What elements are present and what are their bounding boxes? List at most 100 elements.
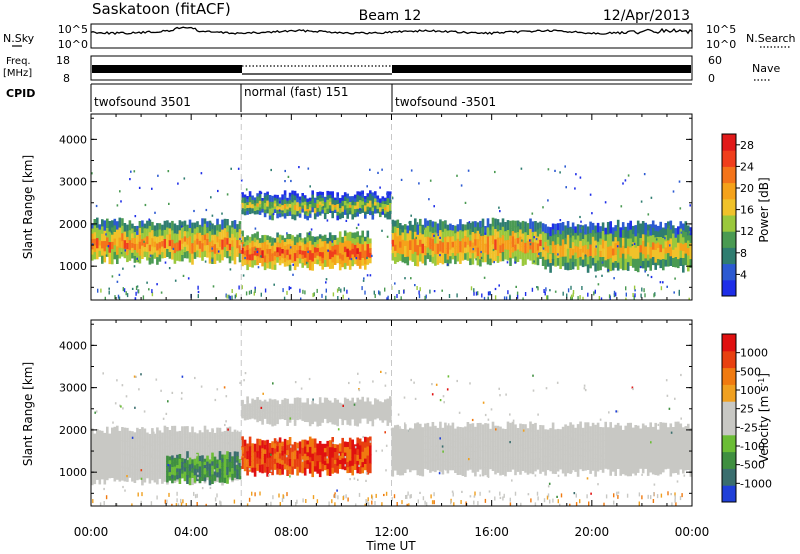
- echo-cell: [328, 198, 332, 203]
- echo-cell: [662, 447, 665, 457]
- echo-speckle: [643, 173, 646, 176]
- echo-cell: [298, 410, 302, 416]
- echo-cell: [171, 220, 174, 232]
- echo-cell: [619, 237, 622, 249]
- echo-cell: [278, 197, 282, 202]
- echo-cell: [281, 199, 284, 206]
- echo-cell: [313, 466, 317, 472]
- echo-cell: [674, 228, 678, 239]
- echo-cell: [601, 440, 605, 448]
- echo-cell: [358, 191, 362, 197]
- echo-speckle: [670, 431, 673, 434]
- echo-cell: [406, 457, 410, 464]
- echo-cell: [318, 401, 322, 406]
- echo-speckle: [640, 200, 643, 203]
- echo-cell: [441, 231, 445, 244]
- echo-cell: [183, 231, 187, 238]
- echo-cell: [506, 449, 510, 458]
- echo-cell: [248, 411, 252, 415]
- echo-cell: [394, 438, 397, 446]
- echo-cell: [594, 439, 597, 448]
- echo-speckle: [670, 493, 672, 496]
- echo-cell: [491, 460, 495, 471]
- echo-cell: [306, 252, 309, 259]
- echo-cell: [506, 435, 510, 444]
- echo-cell: [256, 406, 259, 413]
- echo-cell: [178, 463, 182, 470]
- echo-cell: [331, 204, 334, 212]
- echo-cell: [121, 466, 124, 481]
- echo-cell: [631, 466, 635, 474]
- echo-speckle: [408, 221, 410, 224]
- echo-cell: [669, 247, 673, 258]
- echo-cell: [634, 453, 637, 462]
- echo-cell: [626, 230, 630, 240]
- echo-cell: [161, 224, 164, 231]
- echo-cell: [659, 422, 662, 432]
- echo-cell: [351, 457, 354, 467]
- echo-cell: [176, 439, 179, 449]
- echo-speckle: [473, 500, 475, 505]
- echo-cell: [456, 450, 460, 464]
- echo-speckle: [175, 503, 178, 506]
- echo-cell: [221, 454, 224, 460]
- echo-cell: [353, 205, 357, 210]
- echo-cell: [634, 425, 637, 433]
- echo-speckle: [570, 296, 572, 300]
- echo-cell: [611, 446, 615, 454]
- echo-cell: [273, 260, 277, 266]
- echo-cell: [594, 468, 597, 477]
- echo-cell: [316, 455, 319, 462]
- echo-cell: [288, 192, 292, 198]
- echo-cell: [499, 438, 502, 452]
- echo-cell: [303, 446, 307, 455]
- echo-cell: [281, 258, 284, 264]
- echo-cell: [181, 255, 184, 262]
- echo-cell: [579, 448, 582, 456]
- echo-cell: [316, 422, 319, 427]
- echo-cell: [687, 248, 690, 257]
- echo-cell: [313, 447, 317, 454]
- echo-speckle: [437, 233, 439, 236]
- echo-cell: [669, 433, 673, 446]
- echo-cell: [677, 226, 680, 236]
- echo-cell: [541, 240, 545, 250]
- echo-speckle: [124, 249, 127, 252]
- echo-cell: [146, 228, 149, 238]
- echo-cell: [203, 458, 207, 463]
- echo-cell: [168, 252, 172, 259]
- echo-speckle: [120, 405, 122, 408]
- echo-cell: [348, 404, 352, 409]
- x-tick-label: 16:00: [474, 525, 509, 539]
- echo-cell: [261, 420, 264, 425]
- echo-cell: [404, 251, 407, 258]
- echo-cell: [616, 422, 620, 431]
- echo-cell: [521, 430, 525, 439]
- echo-cell: [213, 470, 217, 477]
- echo-cell: [609, 422, 612, 437]
- echo-speckle: [197, 285, 199, 290]
- echo-cell: [113, 245, 117, 253]
- echo-speckle: [531, 287, 534, 292]
- echo-cell: [609, 258, 612, 272]
- echo-cell: [341, 407, 344, 413]
- echo-cell: [131, 247, 134, 254]
- colorbar-segment: [722, 231, 736, 248]
- echo-cell: [519, 452, 522, 461]
- echo-cell: [321, 246, 324, 253]
- echo-cell: [601, 427, 605, 435]
- echo-cell: [308, 240, 312, 252]
- echo-cell: [313, 403, 317, 409]
- echo-cell: [343, 257, 347, 264]
- echo-cell: [466, 438, 470, 447]
- echo-cell: [171, 474, 174, 480]
- echo-cell: [404, 224, 407, 231]
- echo-cell: [271, 261, 274, 270]
- echo-cell: [534, 253, 537, 265]
- echo-cell: [273, 448, 277, 455]
- echo-speckle: [522, 429, 525, 432]
- echo-cell: [381, 209, 385, 213]
- echo-cell: [226, 443, 229, 452]
- echo-speckle: [472, 248, 475, 251]
- echo-cell: [163, 425, 167, 435]
